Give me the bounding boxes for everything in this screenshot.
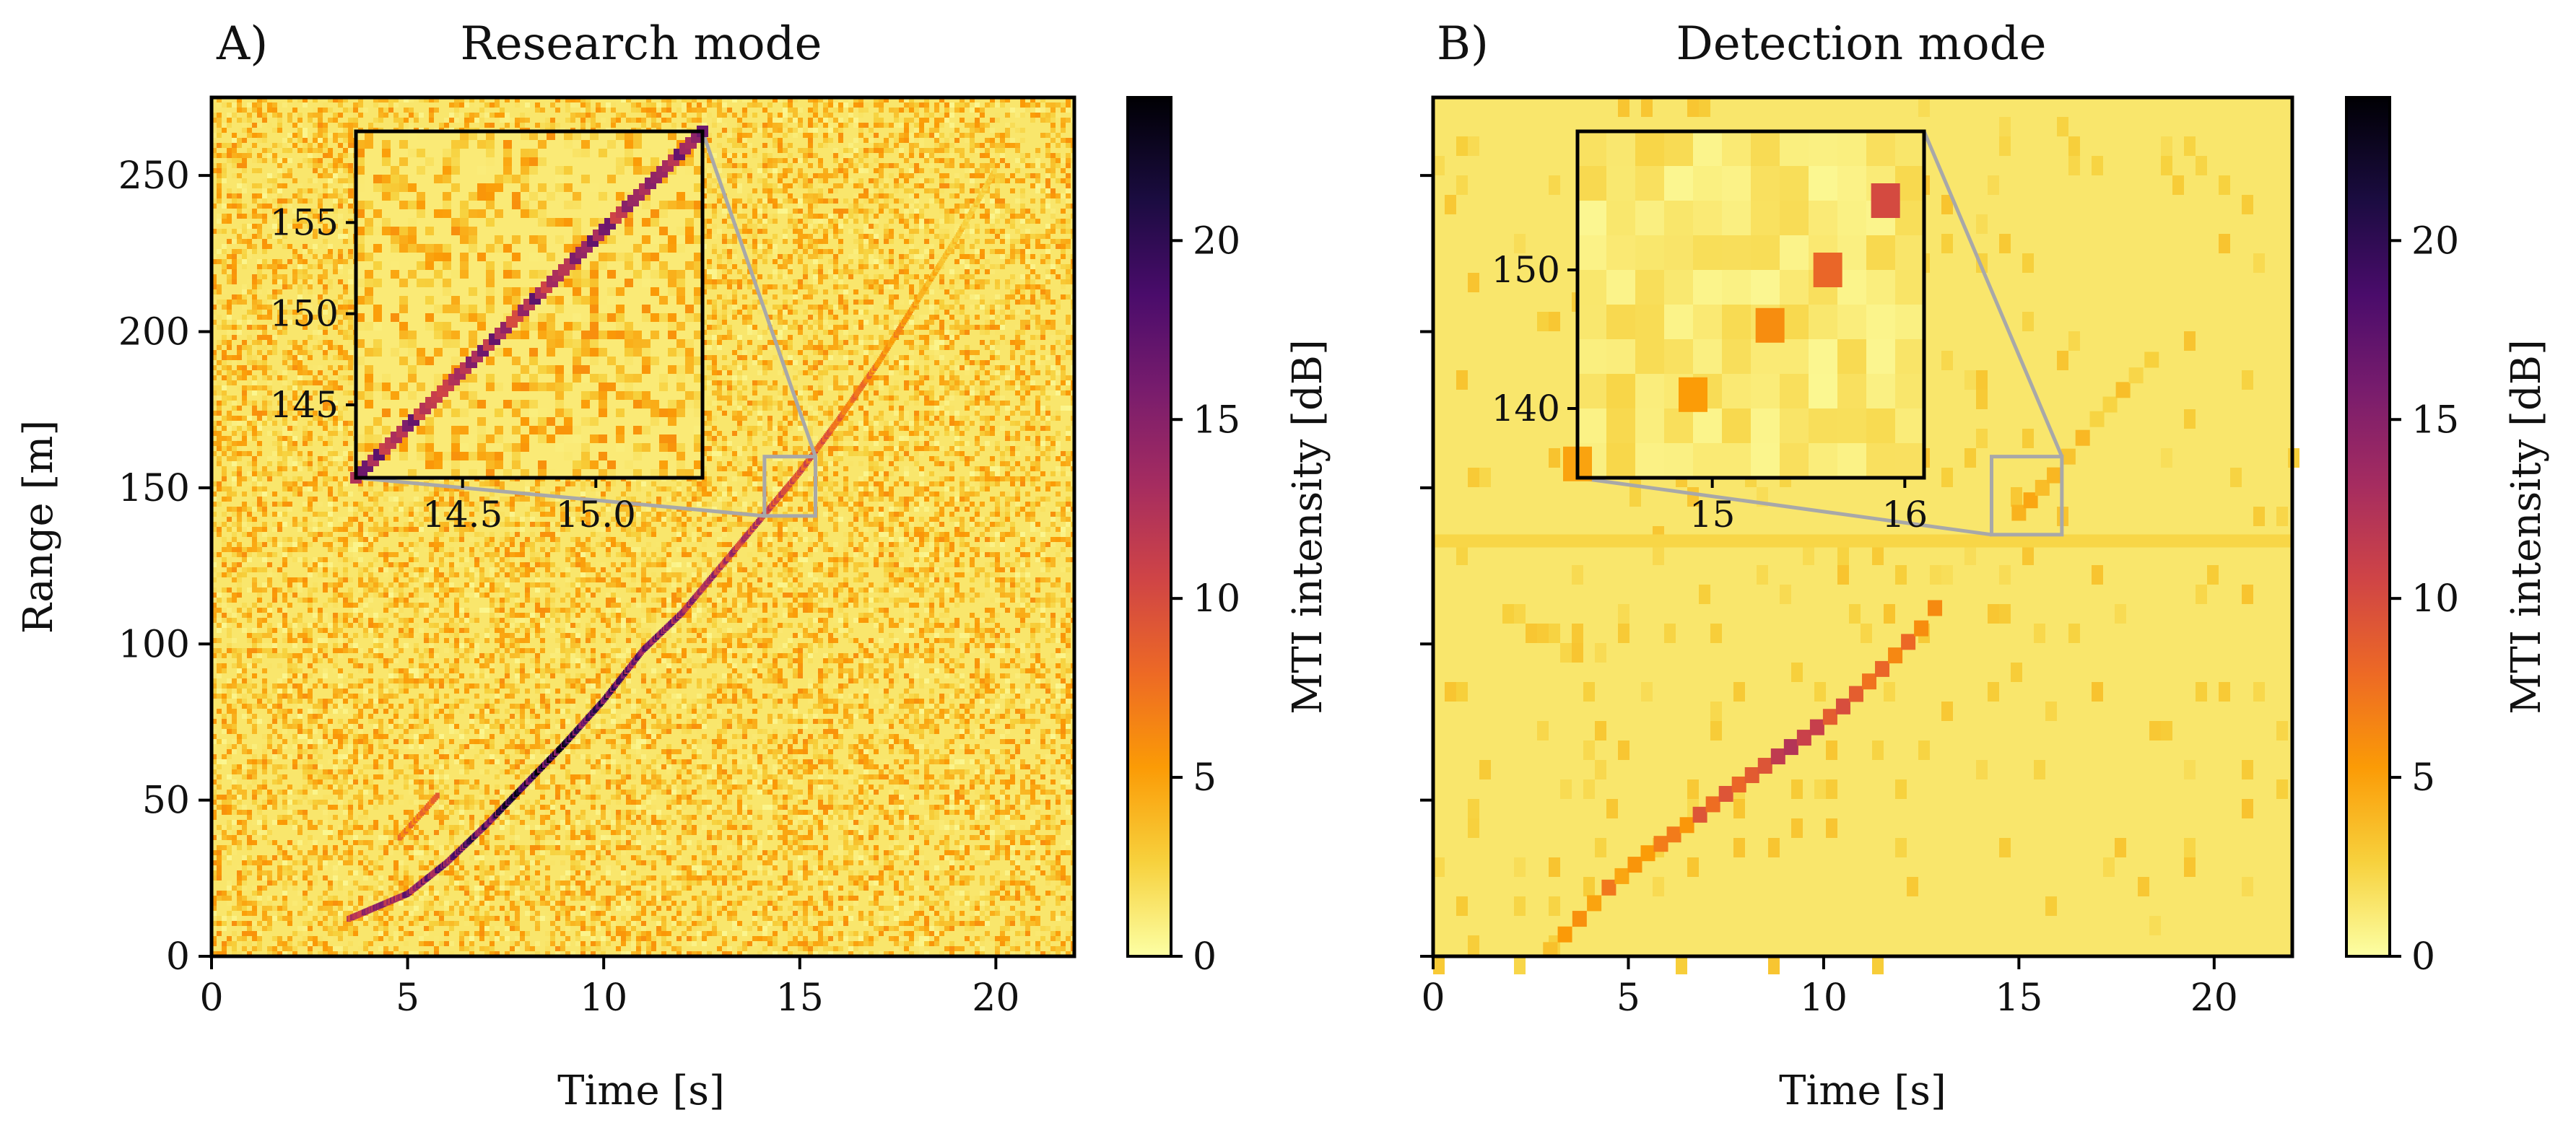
inset-detection — [1871, 183, 1900, 218]
panel-b-inset: 15 16 140 150 — [1492, 129, 1928, 536]
panel-b-colorbar-ticks: 0 5 10 15 20 — [2390, 219, 2459, 979]
y-tick-label: 100 — [118, 623, 190, 666]
panel-a-colorbar-ticks: 0 5 10 15 20 — [1171, 219, 1240, 979]
inset-y-tick-label: 150 — [270, 293, 339, 335]
y-tick-label: 50 — [142, 779, 190, 823]
colorbar-tick-label: 10 — [1193, 577, 1240, 621]
panel-a-xlabel: Time [s] — [557, 1067, 725, 1114]
x-tick-label: 15 — [776, 976, 824, 1020]
zoom-box — [762, 455, 817, 518]
panel-b-zoom-indicator — [1577, 131, 2064, 537]
panel-a-y-ticks: 0 50 100 150 200 250 — [118, 154, 212, 979]
panel-b-y-ticks — [1420, 174, 1433, 958]
target-track — [347, 168, 997, 922]
inset-x-tick-label: 16 — [1882, 494, 1928, 536]
panel-a-colorbar — [1126, 96, 1172, 958]
zoom-connector — [1922, 131, 2064, 458]
target-track — [1543, 351, 2159, 958]
y-tick-label: 250 — [118, 154, 190, 198]
inset-x-tick-label: 15.0 — [556, 494, 636, 536]
inset-x-tick-label: 14.5 — [422, 494, 502, 536]
zoom-connector — [355, 476, 765, 518]
zoom-connector — [700, 131, 817, 458]
y-tick-label: 150 — [118, 467, 190, 510]
panel-b-colorbar — [2345, 96, 2391, 958]
inset-y-tick-label: 140 — [1492, 388, 1560, 429]
x-tick-label: 5 — [1616, 976, 1640, 1020]
colorbar-tick-label: 5 — [1193, 756, 1217, 800]
x-tick-label: 20 — [972, 976, 1019, 1020]
panel-a-frame — [209, 95, 1076, 958]
panel-b-colorbar-label: MTI intensity [dB] — [2503, 339, 2550, 715]
panel-a-inset: 14.5 15.0 145 150 155 — [270, 126, 708, 536]
x-tick-label: 15 — [1995, 976, 2042, 1020]
clutter-line — [1433, 534, 2292, 548]
x-tick-label: 10 — [580, 976, 627, 1020]
inset-detection — [1679, 377, 1707, 412]
inset-detection — [1813, 253, 1842, 287]
x-tick-label: 0 — [199, 976, 223, 1020]
inset-detection — [1755, 307, 1785, 343]
colorbar-tick-label: 20 — [2411, 219, 2459, 263]
panel-a: A) Research mode 0 5 10 15 20 05010015020025… — [15, 17, 1331, 1114]
panel-a-label: A) — [216, 17, 268, 71]
inset-frame — [354, 129, 705, 480]
colorbar-tick-label: 15 — [1193, 398, 1240, 442]
panel-a-zoom-indicator — [355, 131, 817, 518]
colorbar-tick-label: 0 — [2411, 935, 2435, 979]
secondary-track — [397, 792, 440, 841]
y-tick-label: 0 — [166, 935, 190, 979]
inset-y-tick-label: 150 — [1492, 249, 1560, 291]
panel-b: B) Detection mode 0 5 10 15 20 Time [s] 15 16… — [1420, 17, 2550, 1114]
x-tick-label: 10 — [1800, 976, 1848, 1020]
inset-y-tick-label: 155 — [270, 201, 339, 243]
inset-y-tick-label: 145 — [270, 384, 339, 426]
colorbar-tick-label: 10 — [2411, 577, 2459, 621]
inset-x-tick-label: 15 — [1689, 494, 1736, 536]
zoom-box — [1990, 455, 2064, 537]
x-tick-label: 0 — [1421, 976, 1445, 1020]
panel-a-title: Research mode — [461, 17, 822, 71]
colorbar-tick-label: 5 — [2411, 756, 2435, 800]
colorbar-tick-label: 0 — [1193, 935, 1217, 979]
panel-b-frame — [1431, 95, 2294, 958]
panel-b-x-ticks: 0 5 10 15 20 — [1421, 956, 2238, 1020]
panel-a-x-ticks: 0 5 10 15 20 — [199, 956, 1019, 1020]
colorbar-tick-label: 20 — [1193, 219, 1240, 263]
panel-b-title: Detection mode — [1676, 17, 2047, 71]
panel-a-colorbar-label: MTI intensity [dB] — [1284, 339, 1331, 715]
panel-b-xlabel: Time [s] — [1779, 1067, 1946, 1114]
x-tick-label: 5 — [396, 976, 419, 1020]
zoom-connector — [1577, 476, 1992, 537]
panel-b-label: B) — [1437, 17, 1489, 71]
y-tick-label: 200 — [118, 311, 190, 354]
inset-frame — [1575, 129, 1926, 480]
panel-a-ylabel: Range [m] — [15, 420, 62, 634]
x-tick-label: 20 — [2190, 976, 2238, 1020]
colorbar-tick-label: 15 — [2411, 398, 2459, 442]
